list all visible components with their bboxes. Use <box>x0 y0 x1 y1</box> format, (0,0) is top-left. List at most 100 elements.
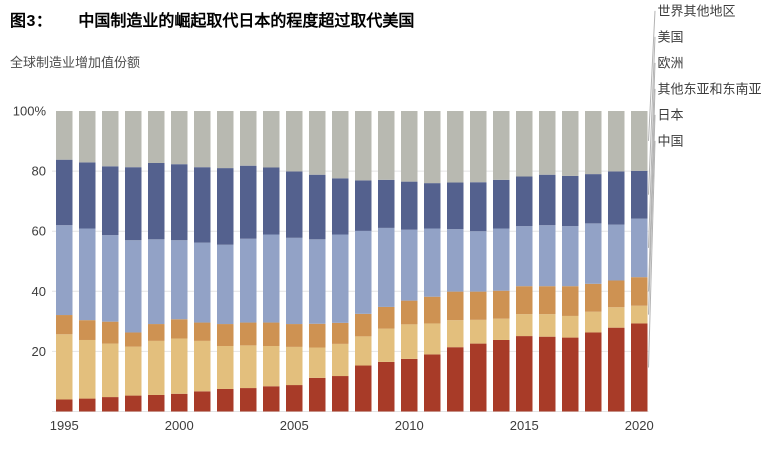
legend-label-中国: 中国 <box>658 133 684 148</box>
bar-segment-美国-1998 <box>125 167 142 241</box>
bar-segment-日本-1995 <box>56 334 73 400</box>
bar-segment-世界其他地区-2000 <box>171 111 188 165</box>
x-axis-tick-label: 2000 <box>165 418 194 433</box>
legend-leader-line <box>648 62 656 248</box>
bar-segment-欧洲-1995 <box>56 225 73 316</box>
bar-segment-美国-2000 <box>171 164 188 241</box>
x-axis-tick-label: 2015 <box>510 418 539 433</box>
bar-segment-欧洲-2020 <box>631 218 648 278</box>
bar-segment-美国-2014 <box>493 179 510 229</box>
bar-segment-其他东亚和东南亚-2007 <box>332 322 349 344</box>
bar-segment-日本-1998 <box>125 346 142 396</box>
bar-segment-美国-2004 <box>263 167 280 235</box>
bar-segment-日本-2000 <box>171 338 188 394</box>
bar-segment-中国-1998 <box>125 395 142 412</box>
bar-segment-欧洲-2004 <box>263 234 280 323</box>
bar-segment-世界其他地区-2006 <box>309 111 326 175</box>
bar-segment-其他东亚和东南亚-1998 <box>125 332 142 347</box>
y-axis-tick-label: 20 <box>32 344 46 359</box>
bar-segment-日本-2008 <box>355 336 372 366</box>
bar-segment-其他东亚和东南亚-1997 <box>102 321 119 344</box>
bar-segment-欧洲-2019 <box>608 224 625 281</box>
bar-segment-世界其他地区-2002 <box>217 111 234 169</box>
bar-segment-美国-2006 <box>309 174 326 240</box>
y-axis-tick-label: 80 <box>32 164 46 179</box>
bar-segment-其他东亚和东南亚-2002 <box>217 324 234 346</box>
bar-segment-欧洲-2007 <box>332 234 349 323</box>
bar-segment-中国-2004 <box>263 386 280 412</box>
bar-segment-美国-2012 <box>447 182 464 230</box>
bar-segment-欧洲-2003 <box>240 238 257 323</box>
bar-segment-日本-1997 <box>102 343 119 398</box>
bar-segment-日本-2020 <box>631 305 648 324</box>
bar-segment-中国-2020 <box>631 323 648 412</box>
bar-segment-其他东亚和东南亚-2019 <box>608 280 625 308</box>
bar-segment-日本-2013 <box>470 319 487 344</box>
bar-segment-欧洲-1999 <box>148 239 165 325</box>
figure-number: 图3： <box>10 13 53 30</box>
bar-segment-世界其他地区-1999 <box>148 111 165 163</box>
bar-segment-中国-2011 <box>424 354 441 412</box>
bar-segment-其他东亚和东南亚-2018 <box>585 283 602 312</box>
bar-segment-美国-1996 <box>79 162 96 229</box>
y-axis-tick-label: 40 <box>32 284 46 299</box>
bar-segment-其他东亚和东南亚-2017 <box>562 286 579 316</box>
bar-segment-中国-1995 <box>56 399 73 412</box>
bar-segment-世界其他地区-2015 <box>516 111 533 177</box>
bar-segment-美国-2015 <box>516 176 533 227</box>
bar-segment-中国-2000 <box>171 393 188 412</box>
bar-segment-欧洲-1996 <box>79 228 96 321</box>
bar-segment-欧洲-2008 <box>355 230 372 314</box>
bar-segment-世界其他地区-2014 <box>493 111 510 180</box>
bar-segment-欧洲-2017 <box>562 226 579 287</box>
bar-segment-其他东亚和东南亚-2014 <box>493 290 510 319</box>
bar-segment-其他东亚和东南亚-2003 <box>240 322 257 346</box>
bar-segment-其他东亚和东南亚-2012 <box>447 291 464 321</box>
bar-segment-世界其他地区-2016 <box>539 111 556 175</box>
bar-segment-美国-2010 <box>401 181 418 230</box>
bar-segment-日本-1996 <box>79 339 96 399</box>
x-axis-tick-label: 2020 <box>625 418 654 433</box>
bar-segment-中国-2009 <box>378 361 395 412</box>
legend-leader-line <box>648 36 656 195</box>
bar-segment-美国-1999 <box>148 162 165 240</box>
bar-segment-中国-2014 <box>493 339 510 412</box>
bar-segment-世界其他地区-2013 <box>470 111 487 183</box>
legend-leader-line <box>648 114 656 315</box>
bar-segment-中国-1999 <box>148 394 165 412</box>
bar-segment-中国-2010 <box>401 358 418 412</box>
bar-segment-世界其他地区-2020 <box>631 111 648 171</box>
bar-segment-美国-2016 <box>539 174 556 226</box>
bar-segment-世界其他地区-2005 <box>286 111 303 172</box>
legend-label-欧洲: 欧洲 <box>658 55 684 70</box>
bar-segment-其他东亚和东南亚-1996 <box>79 320 96 340</box>
bar-segment-欧洲-2005 <box>286 237 303 325</box>
bar-segment-其他东亚和东南亚-2013 <box>470 291 487 320</box>
bar-segment-世界其他地区-2010 <box>401 111 418 182</box>
bar-segment-日本-2018 <box>585 311 602 333</box>
bar-segment-其他东亚和东南亚-2006 <box>309 323 326 348</box>
legend-leader-line <box>648 10 656 141</box>
bar-segment-中国-2002 <box>217 388 234 412</box>
bar-segment-日本-2015 <box>516 314 533 337</box>
bar-segment-美国-2003 <box>240 165 257 239</box>
bar-segment-世界其他地区-2019 <box>608 111 625 172</box>
bar-segment-中国-2005 <box>286 385 303 412</box>
bar-segment-欧洲-2009 <box>378 227 395 307</box>
bar-segment-美国-2005 <box>286 171 303 238</box>
bar-segment-日本-2011 <box>424 323 441 355</box>
bar-segment-美国-2013 <box>470 182 487 232</box>
bar-segment-中国-2001 <box>194 391 211 412</box>
legend-label-日本: 日本 <box>658 107 684 122</box>
bar-segment-中国-2012 <box>447 347 464 412</box>
bar-segment-其他东亚和东南亚-1999 <box>148 324 165 341</box>
bar-segment-日本-2006 <box>309 347 326 378</box>
bar-segment-美国-2019 <box>608 171 625 225</box>
x-axis-tick-label: 2005 <box>280 418 309 433</box>
bar-segment-世界其他地区-1996 <box>79 111 96 163</box>
bar-segment-日本-2010 <box>401 324 418 359</box>
bar-segment-欧洲-1997 <box>102 235 119 322</box>
bar-segment-中国-2018 <box>585 332 602 412</box>
bar-segment-美国-2008 <box>355 180 372 231</box>
